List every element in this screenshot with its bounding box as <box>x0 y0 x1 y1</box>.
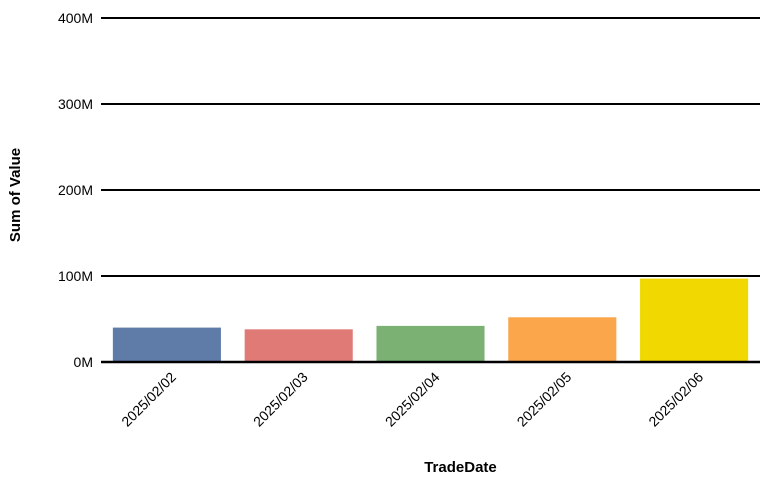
bar <box>112 327 221 362</box>
x-tick-label: 2025/02/02 <box>118 369 179 430</box>
bar <box>244 329 353 362</box>
bar <box>508 317 617 362</box>
bar <box>640 278 749 362</box>
gridlines <box>101 17 760 277</box>
y-tick-label: 200M <box>58 182 93 198</box>
x-axis-title: TradeDate <box>424 459 497 476</box>
x-tick-label: 2025/02/03 <box>250 369 311 430</box>
x-tick-label: 2025/02/04 <box>382 369 443 430</box>
y-tick-label: 0M <box>74 354 93 370</box>
bars <box>112 278 749 362</box>
y-tick-labels: 0M 100M 200M 300M 400M <box>58 10 93 370</box>
x-tick-label: 2025/02/05 <box>514 369 575 430</box>
bar <box>376 325 485 362</box>
y-tick-label: 100M <box>58 268 93 284</box>
x-tick-label: 2025/02/06 <box>645 369 706 430</box>
y-tick-label: 400M <box>58 10 93 26</box>
y-tick-label: 300M <box>58 96 93 112</box>
x-tick-labels: 2025/02/02 2025/02/03 2025/02/04 2025/02/05… <box>118 369 706 430</box>
y-axis-title: Sum of Value <box>7 148 24 242</box>
